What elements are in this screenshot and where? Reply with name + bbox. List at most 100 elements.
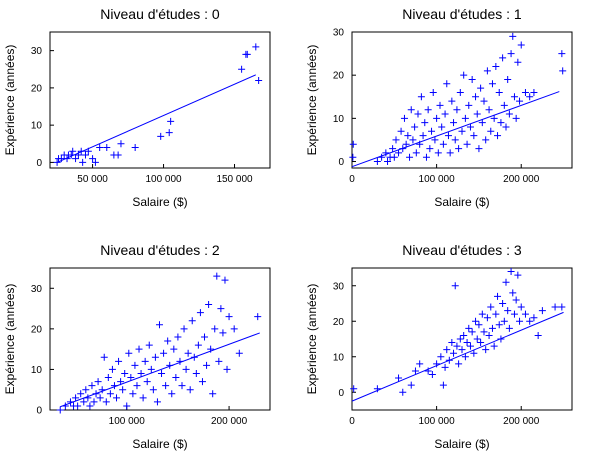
data-point: [215, 357, 223, 365]
data-point: [164, 337, 172, 345]
data-point: [102, 398, 110, 406]
data-point: [478, 119, 486, 127]
data-point: [502, 123, 510, 131]
data-point: [558, 303, 566, 311]
data-point: [414, 110, 422, 118]
data-point: [417, 93, 425, 101]
data-point: [455, 145, 463, 153]
data-point: [441, 363, 449, 371]
data-point: [490, 114, 498, 122]
data-point: [165, 129, 173, 137]
y-tick-label: 10: [333, 114, 345, 125]
data-point: [470, 132, 478, 140]
data-point: [509, 32, 517, 40]
data-point: [96, 394, 104, 402]
data-point: [487, 127, 495, 135]
data-point: [382, 149, 390, 157]
data-point: [407, 381, 415, 389]
x-tick-label: 0: [349, 174, 355, 185]
data-point: [512, 114, 520, 122]
data-point: [448, 339, 456, 347]
data-point: [504, 307, 512, 315]
data-point: [238, 65, 246, 73]
data-point: [495, 88, 503, 96]
data-point: [439, 140, 447, 148]
data-point: [53, 158, 61, 166]
data-point: [79, 158, 87, 166]
data-point: [145, 341, 153, 349]
data-point: [125, 349, 133, 357]
data-point: [505, 324, 513, 332]
data-point: [373, 385, 381, 393]
data-point: [96, 144, 104, 152]
data-point: [395, 149, 403, 157]
data-point: [510, 93, 518, 101]
y-tick-label: 20: [333, 71, 345, 82]
panel-1: Niveau d'études : 1 0 100 000 200 000 0 10 20 3…: [305, 6, 573, 209]
y-tick-label: 20: [31, 324, 43, 335]
data-point: [450, 349, 458, 357]
data-point: [349, 140, 357, 148]
data-point: [384, 158, 392, 166]
data-point: [492, 63, 500, 71]
data-point: [461, 114, 469, 122]
y-tick-label: 30: [31, 46, 43, 57]
data-point: [460, 331, 468, 339]
data-point: [514, 58, 522, 66]
data-point: [194, 341, 202, 349]
x-tick-label: 200 000: [503, 416, 540, 427]
data-point: [402, 140, 410, 148]
data-point: [350, 385, 358, 393]
data-point: [487, 303, 495, 311]
data-point: [166, 361, 174, 369]
data-point: [494, 292, 502, 300]
data-point: [207, 345, 215, 353]
data-point: [219, 329, 227, 337]
data-point: [465, 101, 473, 109]
data-point: [490, 342, 498, 350]
panel-title: Niveau d'études : 0: [100, 6, 220, 22]
data-point: [104, 374, 112, 382]
panel-2: Niveau d'études : 2 100 000 200 000 0 10 20 30…: [3, 242, 271, 451]
data-point: [172, 374, 180, 382]
data-point: [90, 398, 98, 406]
data-point: [444, 132, 452, 140]
x-tick-label: 0: [349, 416, 355, 427]
regression-line: [351, 311, 564, 402]
data-point: [512, 296, 520, 304]
data-point: [180, 325, 188, 333]
data-point: [178, 382, 186, 390]
data-point: [77, 390, 85, 398]
x-axis-label: Salaire ($): [434, 195, 489, 209]
data-point: [406, 153, 414, 161]
data-point: [201, 333, 209, 341]
data-point: [395, 374, 403, 382]
data-point: [72, 155, 80, 163]
data-point: [190, 353, 198, 361]
data-point: [158, 369, 166, 377]
data-point: [110, 382, 118, 390]
data-point: [139, 394, 147, 402]
data-point: [103, 144, 111, 152]
data-point: [129, 390, 137, 398]
x-tick-label: 100 000: [419, 416, 456, 427]
data-point: [221, 276, 229, 284]
data-point: [117, 378, 125, 386]
data-point: [497, 335, 505, 343]
data-point: [517, 303, 525, 311]
data-point: [127, 374, 135, 382]
data-point: [74, 402, 82, 410]
data-point: [530, 88, 538, 96]
x-axis-label: Salaire ($): [132, 437, 187, 451]
data-point: [422, 153, 430, 161]
plot-frame: [351, 267, 573, 411]
data-point: [538, 307, 546, 315]
data-point: [69, 147, 77, 155]
data-point: [445, 356, 453, 364]
data-point: [411, 123, 419, 131]
x-tick-label: 100 000: [419, 174, 456, 185]
data-point: [480, 97, 488, 105]
data-point: [419, 132, 427, 140]
data-point: [254, 313, 262, 321]
